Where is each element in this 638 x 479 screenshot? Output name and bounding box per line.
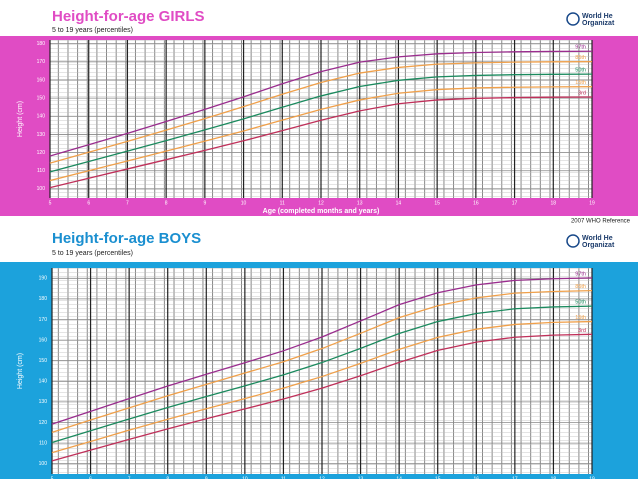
y-tick-label: 110 — [39, 440, 47, 446]
y-tick-label: 130 — [39, 399, 48, 405]
series-label: 3rd — [578, 328, 586, 334]
logo-text: World He — [582, 13, 613, 20]
percentile-line — [51, 305, 593, 444]
x-tick-label: 12 — [319, 476, 325, 479]
series-label: 3rd — [578, 90, 586, 96]
x-tick-label: 10 — [242, 476, 248, 479]
series-label: 97th — [575, 45, 586, 51]
y-tick-label: 120 — [39, 420, 48, 426]
y-tick-label: 100 — [37, 186, 46, 192]
percentile-line — [49, 96, 593, 189]
y-axis-label: Height (cm) — [17, 101, 24, 137]
percentile-line — [49, 50, 593, 157]
x-tick-label: 12 — [318, 200, 324, 206]
x-tick-label: 16 — [473, 200, 479, 206]
x-tick-label: 15 — [435, 476, 441, 479]
logo-icon — [566, 234, 580, 248]
y-tick-label: 140 — [39, 379, 48, 385]
logo-text: World He — [582, 235, 613, 242]
x-tick-label: 9 — [203, 200, 206, 206]
logo-text: Organizat — [582, 20, 615, 27]
percentile-line — [51, 333, 593, 462]
percentile-line — [49, 73, 593, 173]
note: 2007 WHO Reference — [571, 219, 631, 225]
x-tick-label: 5 — [51, 476, 54, 479]
x-axis-label: Age (completed months and years) — [263, 208, 380, 215]
x-tick-label: 19 — [589, 476, 595, 479]
chart-subtitle: 5 to 19 years (percentiles) — [52, 27, 133, 34]
percentile-line — [51, 320, 593, 454]
y-tick-label: 180 — [37, 41, 46, 47]
x-tick-label: 14 — [396, 476, 402, 479]
x-tick-label: 11 — [281, 476, 286, 479]
x-tick-label: 13 — [357, 200, 363, 206]
x-tick-label: 11 — [280, 200, 285, 206]
y-tick-label: 150 — [39, 358, 48, 364]
y-tick-label: 160 — [39, 337, 48, 343]
chart-subtitle: 5 to 19 years (percentiles) — [52, 250, 133, 257]
percentile-line — [49, 60, 593, 164]
x-tick-label: 16 — [474, 476, 480, 479]
y-tick-label: 120 — [37, 150, 46, 156]
y-tick-label: 150 — [37, 95, 46, 101]
y-tick-label: 130 — [37, 132, 46, 138]
x-tick-label: 6 — [89, 476, 92, 479]
y-tick-label: 170 — [37, 59, 46, 65]
chart-title: Height-for-age BOYS — [52, 230, 201, 247]
x-tick-label: 17 — [512, 200, 518, 206]
x-tick-label: 15 — [434, 200, 440, 206]
y-tick-label: 160 — [37, 77, 46, 83]
series-label: 85th — [575, 55, 586, 61]
y-tick-label: 100 — [39, 461, 48, 467]
y-tick-label: 180 — [39, 296, 48, 302]
percentile-line — [51, 290, 593, 434]
series-label: 15th — [575, 80, 586, 86]
y-tick-label: 110 — [37, 168, 45, 174]
y-tick-label: 190 — [39, 276, 48, 282]
x-tick-label: 10 — [241, 200, 247, 206]
x-tick-label: 8 — [166, 476, 169, 479]
x-tick-label: 14 — [396, 200, 402, 206]
x-tick-label: 18 — [551, 476, 557, 479]
percentile-line — [49, 86, 593, 182]
series-label: 50th — [575, 68, 586, 74]
x-tick-label: 13 — [358, 476, 364, 479]
series-label: 85th — [575, 284, 586, 290]
series-label: 15th — [575, 315, 586, 321]
y-axis-label: Height (cm) — [17, 353, 24, 389]
logo-text: Organizat — [582, 242, 615, 249]
x-tick-label: 6 — [87, 200, 90, 206]
x-tick-label: 19 — [589, 200, 595, 206]
y-tick-label: 170 — [39, 317, 48, 323]
percentile-line — [51, 277, 593, 425]
series-label: 50th — [575, 300, 586, 306]
logo-icon — [566, 12, 580, 26]
x-tick-label: 17 — [512, 476, 518, 479]
x-tick-label: 7 — [128, 476, 131, 479]
chart-title: Height-for-age GIRLS — [52, 8, 205, 25]
x-tick-label: 8 — [165, 200, 168, 206]
x-tick-label: 5 — [49, 200, 52, 206]
x-tick-label: 7 — [126, 200, 129, 206]
y-tick-label: 140 — [37, 114, 46, 120]
x-tick-label: 18 — [551, 200, 557, 206]
x-tick-label: 9 — [205, 476, 208, 479]
series-label: 97th — [575, 271, 586, 277]
